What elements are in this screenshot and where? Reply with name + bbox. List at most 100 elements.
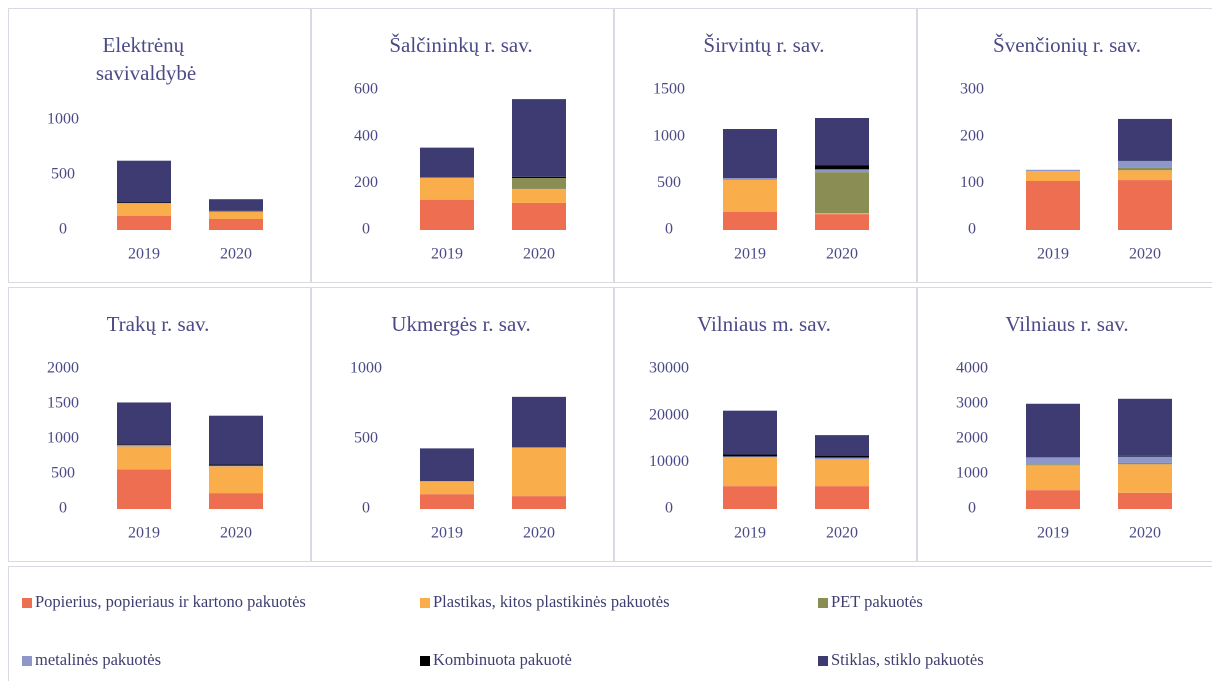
legend-swatch	[420, 598, 430, 608]
bar-segment	[1118, 170, 1172, 181]
bar-segment	[1118, 456, 1172, 463]
panel	[8, 8, 311, 283]
bar-segment	[723, 178, 777, 180]
x-tick-label: 2020	[1129, 525, 1161, 542]
chart-title: Vilniaus m. sav.	[697, 312, 831, 336]
x-tick-label: 2020	[523, 525, 555, 542]
bar-segment	[117, 469, 171, 509]
chart-title: Trakų r. sav.	[107, 312, 210, 336]
chart-title: Šalčininkų r. sav.	[389, 33, 532, 57]
bar-segment	[723, 456, 777, 458]
y-tick-label: 600	[354, 81, 378, 98]
bar-segment	[117, 444, 171, 446]
x-tick-label: 2020	[826, 525, 858, 542]
panel	[311, 287, 614, 562]
bar-segment	[1026, 465, 1080, 491]
y-tick-label: 100	[960, 174, 984, 191]
bar-segment	[209, 211, 263, 219]
y-tick-label: 300	[960, 81, 984, 98]
legend-label: metalinės pakuotės	[35, 650, 161, 669]
chart-title: Švenčionių r. sav.	[993, 33, 1141, 57]
bar-segment	[723, 129, 777, 179]
bar-segment	[1118, 398, 1172, 456]
chart-title: Vilniaus r. sav.	[1005, 312, 1128, 336]
bar-segment	[815, 118, 869, 166]
bar-segment	[117, 446, 171, 470]
y-tick-label: 30000	[649, 360, 689, 377]
bar-segment	[815, 486, 869, 509]
bar-segment	[512, 177, 566, 189]
y-tick-label: 1000	[47, 430, 79, 447]
x-tick-label: 2019	[1037, 246, 1069, 263]
panel	[917, 8, 1212, 283]
bar-segment	[815, 457, 869, 460]
bar-segment	[1118, 160, 1172, 168]
bar-segment	[209, 493, 263, 509]
legend-swatch	[22, 656, 32, 666]
bar-segment	[209, 199, 263, 211]
y-tick-label: 2000	[956, 430, 988, 447]
bar-segment	[723, 410, 777, 455]
bar-segment	[512, 188, 566, 203]
bar-segment	[209, 466, 263, 494]
bar-segment	[209, 465, 263, 467]
panel	[614, 287, 917, 562]
chart-title: Elektrėnų savivaldybė	[96, 33, 196, 85]
y-tick-label: 3000	[956, 395, 988, 412]
legend-label: Kombinuota pakuotė	[433, 650, 572, 669]
bar-segment	[512, 496, 566, 509]
x-tick-label: 2020	[523, 246, 555, 263]
y-tick-label: 500	[51, 465, 75, 482]
y-tick-label: 0	[362, 221, 370, 238]
y-tick-label: 0	[968, 221, 976, 238]
legend-label: Popierius, popieriaus ir kartono pakuotė…	[35, 592, 306, 611]
bar-segment	[815, 169, 869, 173]
bar-segment	[1118, 462, 1172, 465]
panel	[614, 8, 917, 283]
bar-segment	[117, 402, 171, 445]
bar-segment	[1026, 490, 1080, 509]
bar-segment	[1118, 455, 1172, 457]
y-tick-label: 0	[59, 221, 67, 238]
legend-label: Plastikas, kitos plastikinės pakuotės	[433, 592, 670, 611]
y-tick-label: 0	[362, 500, 370, 517]
bar-segment	[1118, 464, 1172, 493]
x-tick-label: 2019	[431, 246, 463, 263]
y-tick-label: 1000	[956, 465, 988, 482]
x-tick-label: 2020	[220, 525, 252, 542]
x-tick-label: 2019	[734, 525, 766, 542]
y-tick-label: 1500	[653, 81, 685, 98]
y-tick-label: 0	[665, 221, 673, 238]
y-tick-label: 1000	[47, 111, 79, 128]
bar-segment	[723, 179, 777, 212]
chart-title: Ukmergės r. sav.	[391, 312, 530, 336]
bar-segment	[1118, 167, 1172, 171]
bar-segment	[117, 202, 171, 204]
bar-segment	[1118, 180, 1172, 230]
y-tick-label: 400	[354, 127, 378, 144]
bar-segment	[815, 455, 869, 458]
y-tick-label: 500	[657, 174, 681, 191]
y-tick-label: 4000	[956, 360, 988, 377]
bar-segment	[1118, 492, 1172, 509]
bar-segment	[723, 486, 777, 509]
y-tick-label: 2000	[47, 360, 79, 377]
bar-segment	[512, 202, 566, 230]
bar-segment	[1118, 118, 1172, 161]
x-tick-label: 2019	[128, 246, 160, 263]
x-tick-label: 2020	[1129, 246, 1161, 263]
bar-segment	[420, 448, 474, 482]
legend-label: PET pakuotės	[831, 592, 923, 611]
bar-segment	[723, 454, 777, 457]
panel	[917, 287, 1212, 562]
legend-swatch	[818, 598, 828, 608]
y-tick-label: 0	[968, 500, 976, 517]
bar-segment	[420, 494, 474, 509]
bar-segment	[1026, 457, 1080, 465]
legend-label: Stiklas, stiklo pakuotės	[831, 650, 984, 669]
y-tick-label: 10000	[649, 453, 689, 470]
y-tick-label: 1000	[653, 127, 685, 144]
panel	[311, 8, 614, 283]
x-tick-label: 2019	[128, 525, 160, 542]
